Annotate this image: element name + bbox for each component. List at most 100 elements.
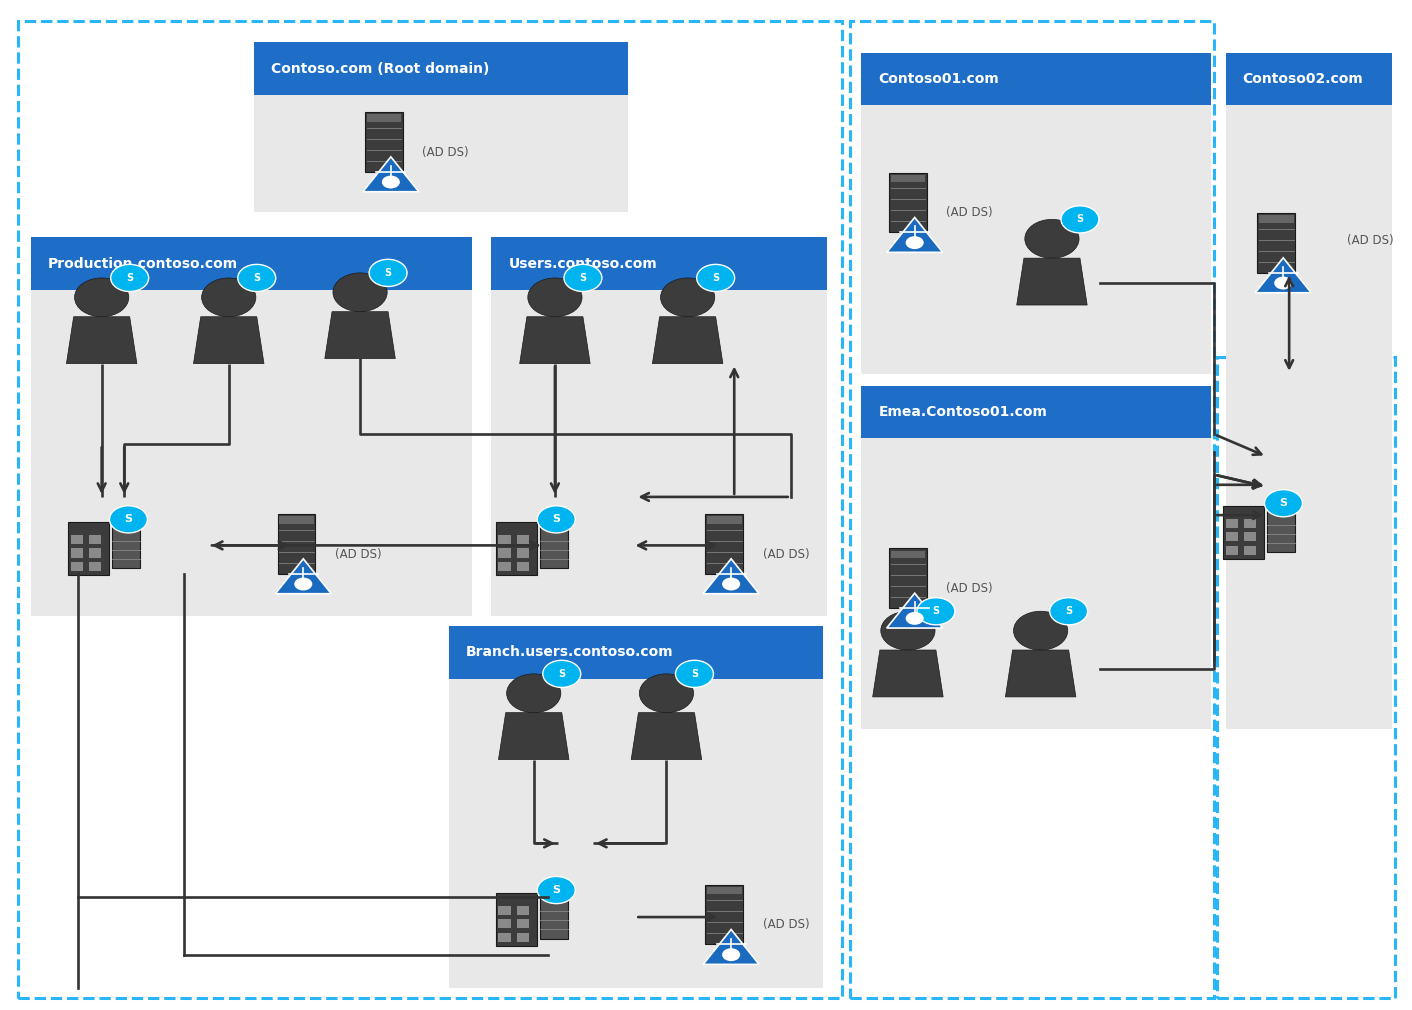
FancyBboxPatch shape [89,535,102,544]
Circle shape [563,265,602,292]
FancyBboxPatch shape [1223,506,1264,560]
FancyBboxPatch shape [861,53,1211,105]
FancyBboxPatch shape [449,679,823,988]
Circle shape [369,260,407,287]
FancyBboxPatch shape [496,893,537,946]
Polygon shape [652,317,723,364]
Circle shape [75,278,128,317]
FancyBboxPatch shape [31,290,472,616]
FancyBboxPatch shape [280,516,313,523]
Circle shape [1265,490,1302,517]
Text: S: S [558,669,565,679]
Bar [850,21,1214,998]
Bar [1217,357,1395,998]
Text: (AD DS): (AD DS) [335,547,381,561]
FancyBboxPatch shape [891,550,925,558]
Circle shape [1014,611,1067,650]
FancyBboxPatch shape [31,237,472,290]
Polygon shape [1017,259,1087,305]
FancyBboxPatch shape [1244,532,1257,541]
FancyBboxPatch shape [1226,519,1238,528]
Text: S: S [126,273,133,283]
Circle shape [1049,598,1087,625]
FancyBboxPatch shape [517,562,530,571]
Circle shape [722,578,740,591]
Circle shape [916,598,955,625]
Circle shape [294,578,312,591]
Bar [18,21,842,998]
FancyBboxPatch shape [89,562,102,571]
Circle shape [202,278,256,317]
Text: S: S [552,885,561,895]
FancyBboxPatch shape [517,906,530,915]
Polygon shape [1255,258,1312,293]
Circle shape [881,611,935,650]
FancyBboxPatch shape [706,885,743,944]
Text: (AD DS): (AD DS) [946,582,993,595]
FancyBboxPatch shape [71,562,83,571]
Text: S: S [1279,498,1288,508]
Text: Contoso.com (Root domain): Contoso.com (Root domain) [271,62,490,76]
Circle shape [1025,219,1079,259]
FancyBboxPatch shape [1260,215,1293,222]
Circle shape [237,265,275,292]
FancyBboxPatch shape [539,898,568,938]
Circle shape [905,236,923,249]
Text: S: S [384,268,391,278]
Text: S: S [1076,214,1083,224]
FancyBboxPatch shape [861,438,1211,729]
FancyBboxPatch shape [1258,213,1295,273]
FancyBboxPatch shape [707,887,741,894]
FancyBboxPatch shape [1226,545,1238,554]
FancyBboxPatch shape [71,535,83,544]
FancyBboxPatch shape [254,42,628,95]
Text: Contoso01.com: Contoso01.com [878,72,1000,86]
Text: S: S [1065,606,1072,616]
FancyBboxPatch shape [1267,511,1295,551]
FancyBboxPatch shape [498,562,511,571]
Text: Emea.Contoso01.com: Emea.Contoso01.com [878,405,1048,419]
FancyBboxPatch shape [861,386,1211,438]
Polygon shape [498,713,569,760]
Polygon shape [66,317,137,364]
FancyBboxPatch shape [890,548,926,608]
FancyBboxPatch shape [1226,532,1238,541]
FancyBboxPatch shape [367,114,401,121]
Text: Users.contoso.com: Users.contoso.com [508,257,657,271]
FancyBboxPatch shape [498,906,511,915]
Polygon shape [275,559,332,594]
Circle shape [675,661,713,688]
Circle shape [538,506,575,533]
Text: S: S [712,273,719,283]
Polygon shape [193,317,264,364]
FancyBboxPatch shape [89,548,102,558]
Polygon shape [1005,650,1076,697]
FancyBboxPatch shape [517,535,530,544]
FancyBboxPatch shape [491,237,827,290]
Circle shape [640,674,693,713]
Text: S: S [690,669,698,679]
Text: Contoso02.com: Contoso02.com [1243,72,1364,86]
Polygon shape [363,157,419,192]
FancyBboxPatch shape [1244,519,1257,528]
FancyBboxPatch shape [707,516,741,523]
Polygon shape [873,650,943,697]
Polygon shape [631,713,702,760]
Polygon shape [520,317,590,364]
Text: (AD DS): (AD DS) [946,206,993,219]
Circle shape [110,506,147,533]
FancyBboxPatch shape [71,548,83,558]
FancyBboxPatch shape [861,105,1211,374]
Circle shape [528,278,582,317]
FancyBboxPatch shape [706,514,743,574]
FancyBboxPatch shape [449,626,823,679]
Circle shape [1060,206,1099,233]
Circle shape [696,265,734,292]
FancyBboxPatch shape [112,527,140,568]
Text: S: S [124,514,133,524]
Circle shape [110,265,148,292]
Polygon shape [887,217,943,252]
FancyBboxPatch shape [491,290,827,616]
FancyBboxPatch shape [890,173,926,232]
Circle shape [661,278,714,317]
